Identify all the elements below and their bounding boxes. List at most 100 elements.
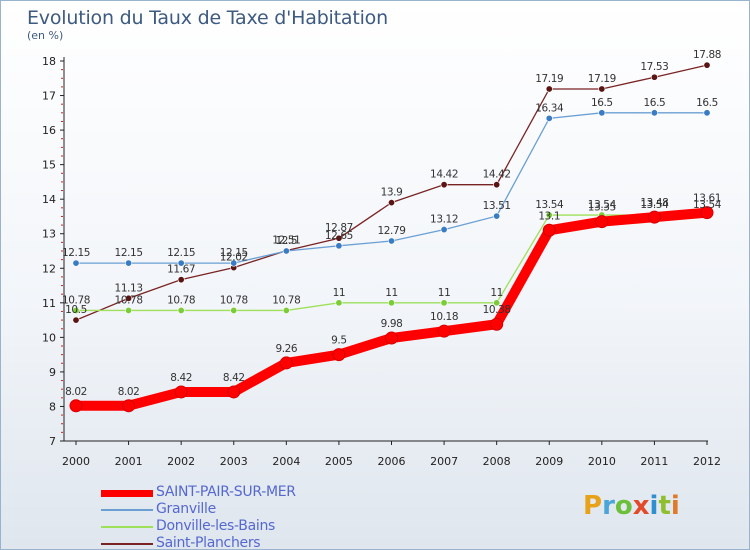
data-point <box>72 316 80 324</box>
data-label: 12.15 <box>62 247 90 259</box>
logo-letter: x <box>632 491 650 521</box>
legend-swatch-donville <box>101 526 153 528</box>
y-tick-label: 18 <box>42 55 56 68</box>
data-label: 16.5 <box>591 97 613 109</box>
legend-swatch-granville <box>101 509 153 511</box>
x-tick-label: 2011 <box>640 455 668 468</box>
data-label: 9.98 <box>381 318 403 330</box>
data-point <box>650 109 658 117</box>
data-point <box>72 259 80 267</box>
data-label: 8.02 <box>118 386 140 398</box>
data-point <box>227 385 241 399</box>
data-point <box>279 356 293 370</box>
data-label: 13.51 <box>483 200 511 212</box>
data-point <box>125 259 133 267</box>
x-tick-label: 2005 <box>325 455 353 468</box>
data-point <box>542 223 556 237</box>
data-label: 13.12 <box>430 214 458 226</box>
data-point <box>174 385 188 399</box>
legend-label: Granville <box>156 501 216 517</box>
data-point <box>385 331 398 345</box>
data-label: 10.78 <box>220 294 248 306</box>
data-point <box>545 114 553 122</box>
data-point <box>177 306 185 314</box>
data-label: 10.78 <box>167 294 195 306</box>
data-label: 14.42 <box>430 169 458 181</box>
data-point <box>703 109 711 117</box>
data-label: 10.78 <box>272 294 300 306</box>
data-point <box>493 212 501 220</box>
data-point <box>387 199 395 207</box>
logo-letter: t <box>658 491 671 521</box>
data-label: 14.42 <box>483 169 511 181</box>
data-label: 12.15 <box>167 247 195 259</box>
data-label: 12.65 <box>325 230 353 242</box>
x-tick-label: 2001 <box>115 455 143 468</box>
data-point <box>332 348 346 362</box>
data-point <box>598 85 606 93</box>
data-label: 16.34 <box>535 102 564 114</box>
data-point <box>69 399 83 413</box>
legend-label: SAINT-PAIR-SUR-MER <box>156 484 296 500</box>
data-point <box>440 226 448 234</box>
data-label: 17.19 <box>588 73 616 85</box>
data-point <box>440 181 448 189</box>
data-point <box>387 299 395 307</box>
data-label: 13.54 <box>588 199 617 211</box>
legend-label: Donville-les-Bains <box>156 518 276 534</box>
data-point <box>72 306 80 314</box>
data-point <box>650 73 658 81</box>
y-tick-label: 13 <box>42 228 56 241</box>
data-label: 13.9 <box>381 187 403 199</box>
x-tick-label: 2006 <box>378 455 406 468</box>
y-tick-label: 8 <box>49 400 56 413</box>
chart-title: Evolution du Taux de Taxe d'Habitation <box>27 7 388 29</box>
data-point <box>545 211 553 219</box>
x-tick-label: 2010 <box>588 455 616 468</box>
x-tick-label: 2002 <box>167 455 195 468</box>
data-point <box>230 306 238 314</box>
data-point <box>703 61 711 69</box>
data-label: 9.26 <box>275 343 297 355</box>
data-point <box>335 299 343 307</box>
data-point <box>230 259 238 267</box>
data-label: 11 <box>333 287 346 299</box>
x-tick-label: 2000 <box>62 455 90 468</box>
y-tick-label: 14 <box>42 193 56 206</box>
data-label: 13.54 <box>535 199 564 211</box>
proxiti-logo: Proxiti <box>583 491 680 521</box>
data-label: 12.02 <box>220 252 248 264</box>
data-label: 11.13 <box>115 282 143 294</box>
x-tick-label: 2007 <box>430 455 458 468</box>
data-label: 17.88 <box>693 49 721 61</box>
data-point <box>440 299 448 307</box>
data-point <box>490 317 504 331</box>
data-label: 12.15 <box>115 247 143 259</box>
data-label: 10.78 <box>62 294 90 306</box>
data-label: 8.42 <box>223 372 245 384</box>
y-tick-label: 7 <box>49 435 56 448</box>
y-tick-label: 9 <box>49 366 56 379</box>
data-point <box>437 324 451 338</box>
y-tick-label: 10 <box>42 331 56 344</box>
data-point <box>493 181 501 189</box>
logo-letter: P <box>583 491 603 521</box>
legend-swatch-saint-pair <box>101 490 153 497</box>
data-label: 12.5 <box>275 235 297 247</box>
data-label: 10.78 <box>115 294 143 306</box>
data-point <box>125 306 133 314</box>
data-label: 10.38 <box>483 304 511 316</box>
data-point <box>177 259 185 267</box>
y-tick-label: 12 <box>42 262 56 275</box>
data-label: 11 <box>490 287 503 299</box>
x-tick-label: 2009 <box>535 455 563 468</box>
x-tick-label: 2008 <box>483 455 511 468</box>
data-point <box>282 306 290 314</box>
data-label: 8.42 <box>170 372 192 384</box>
logo-letter: o <box>614 491 633 521</box>
data-point <box>125 294 133 302</box>
data-label: 12.87 <box>325 222 353 234</box>
data-point <box>700 206 714 220</box>
